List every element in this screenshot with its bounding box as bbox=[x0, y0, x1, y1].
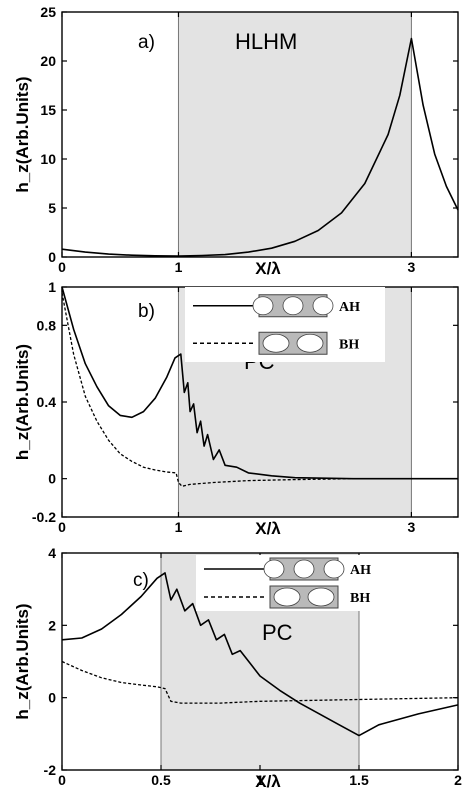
series-line-ah bbox=[61, 286, 458, 480]
y-tick-label: 0.4 bbox=[37, 394, 57, 410]
series-line-bh bbox=[61, 660, 459, 704]
y-tick-label: -0.2 bbox=[32, 509, 56, 525]
y-tick-label: 1 bbox=[48, 279, 56, 295]
y-axis-title: h_z(Arb.Units) bbox=[13, 603, 32, 719]
y-tick-label: 20 bbox=[40, 53, 56, 69]
axes-frame bbox=[61, 11, 459, 258]
y-axis-title: h_z(Arb.Units) bbox=[13, 76, 32, 192]
region-label: PC bbox=[262, 620, 293, 645]
series-line-bh bbox=[61, 292, 458, 487]
x-axis-title: X/λ bbox=[255, 519, 281, 538]
legend-label-ah: AH bbox=[339, 300, 360, 315]
y-tick-label: 15 bbox=[40, 102, 56, 118]
legend-label-bh: BH bbox=[350, 591, 370, 606]
y-tick-label: 0.8 bbox=[37, 317, 57, 333]
x-tick-label: 0.5 bbox=[151, 772, 171, 788]
legend-hole-icon bbox=[282, 296, 304, 316]
panel-label: a) bbox=[138, 32, 155, 53]
x-tick-label: 0 bbox=[58, 519, 66, 535]
legend-label-bh: BH bbox=[339, 337, 359, 352]
legend-hole-icon bbox=[307, 587, 335, 607]
panel-a: 0 5 10 15 20 25 0 1 3 X/λ h_z(Arb.Units) a) HLHM bbox=[13, 4, 459, 278]
y-tick-label: 0 bbox=[48, 471, 56, 487]
x-tick-label: 2 bbox=[454, 772, 462, 788]
legend: AH BH bbox=[185, 287, 385, 362]
series-line-ah bbox=[61, 572, 459, 737]
x-tick-label: 1 bbox=[256, 772, 264, 788]
y-tick-label: 0 bbox=[48, 249, 56, 265]
x-tick-label: 3 bbox=[408, 259, 416, 275]
shaded-region bbox=[178, 12, 412, 257]
x-tick-label: 1 bbox=[175, 519, 183, 535]
x-axis-title: X/λ bbox=[255, 772, 281, 791]
x-tick-label: 1.5 bbox=[349, 772, 369, 788]
y-tick-label: 4 bbox=[48, 545, 56, 561]
y-tick-label: -2 bbox=[44, 762, 57, 778]
legend: AH BH bbox=[196, 555, 396, 611]
panel-label: b) bbox=[138, 301, 155, 322]
y-tick-label: 5 bbox=[48, 200, 56, 216]
legend-hole-icon bbox=[293, 559, 315, 579]
legend-hole-icon bbox=[252, 296, 274, 316]
series-line-main bbox=[61, 37, 459, 257]
legend-label-ah: AH bbox=[350, 563, 371, 578]
y-tick-label: 10 bbox=[40, 151, 56, 167]
legend-hole-icon bbox=[263, 559, 285, 579]
legend-hole-icon bbox=[323, 559, 345, 579]
x-tick-label: 0 bbox=[58, 772, 66, 788]
y-tick-label: 2 bbox=[48, 617, 56, 633]
x-axis-title: X/λ bbox=[255, 259, 281, 278]
legend-hole-icon bbox=[262, 333, 290, 353]
y-tick-label: 25 bbox=[40, 4, 56, 20]
region-label: HLHM bbox=[235, 29, 297, 54]
legend-hole-icon bbox=[312, 296, 334, 316]
panel-label: c) bbox=[133, 570, 149, 591]
x-tick-label: 3 bbox=[408, 519, 416, 535]
legend-hole-icon bbox=[273, 587, 301, 607]
y-axis-title: h_z(Arb.Units) bbox=[13, 344, 32, 460]
x-tick-label: 1 bbox=[175, 259, 183, 275]
x-tick-label: 0 bbox=[58, 259, 66, 275]
legend-hole-icon bbox=[296, 333, 324, 353]
y-tick-label: 0 bbox=[48, 690, 56, 706]
